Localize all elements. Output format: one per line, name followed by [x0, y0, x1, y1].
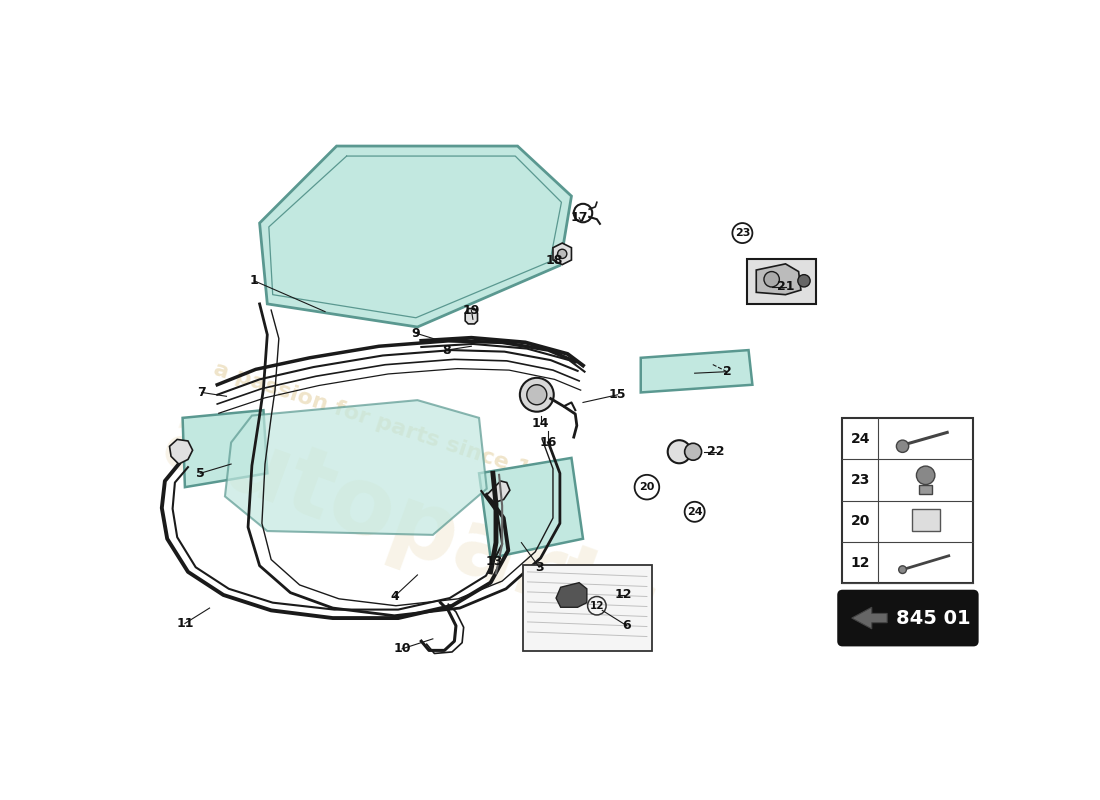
Text: 1: 1 — [250, 274, 258, 287]
Text: 12: 12 — [850, 556, 870, 570]
Circle shape — [684, 443, 702, 460]
Polygon shape — [169, 439, 192, 464]
Polygon shape — [260, 146, 572, 327]
Text: 845 01: 845 01 — [896, 609, 970, 627]
Text: 18: 18 — [546, 254, 563, 266]
Circle shape — [899, 566, 906, 574]
Text: 4: 4 — [390, 590, 398, 603]
Text: autoparts: autoparts — [150, 395, 670, 659]
Text: 23: 23 — [850, 473, 870, 487]
Polygon shape — [224, 400, 486, 535]
Text: 16: 16 — [540, 436, 557, 449]
Polygon shape — [640, 350, 752, 393]
Circle shape — [798, 274, 810, 287]
Text: 5: 5 — [196, 467, 205, 480]
Text: 9: 9 — [411, 326, 420, 340]
Polygon shape — [757, 264, 801, 294]
Text: 22: 22 — [707, 446, 725, 458]
Text: 6: 6 — [623, 619, 631, 632]
Polygon shape — [556, 582, 587, 607]
Polygon shape — [183, 410, 267, 487]
FancyBboxPatch shape — [920, 485, 932, 494]
Text: 24: 24 — [686, 507, 703, 517]
Polygon shape — [480, 458, 583, 558]
Circle shape — [763, 271, 779, 287]
Text: 8: 8 — [442, 344, 451, 357]
Text: 12: 12 — [590, 601, 604, 610]
Text: 24: 24 — [850, 431, 870, 446]
Circle shape — [558, 250, 566, 258]
FancyBboxPatch shape — [838, 591, 977, 645]
Text: 12: 12 — [615, 589, 632, 602]
Text: 20: 20 — [639, 482, 654, 492]
FancyBboxPatch shape — [843, 418, 974, 583]
Polygon shape — [747, 259, 816, 304]
Circle shape — [896, 440, 909, 453]
Text: a passion for parts since 1983: a passion for parts since 1983 — [211, 359, 578, 495]
Circle shape — [668, 440, 691, 463]
FancyBboxPatch shape — [522, 565, 651, 651]
Polygon shape — [553, 243, 572, 265]
Text: 3: 3 — [535, 561, 543, 574]
Text: 21: 21 — [777, 281, 794, 294]
Text: 13: 13 — [486, 554, 503, 567]
Circle shape — [520, 378, 553, 412]
Circle shape — [527, 385, 547, 405]
Text: 20: 20 — [850, 514, 870, 528]
Text: 19: 19 — [463, 303, 480, 317]
Circle shape — [916, 466, 935, 485]
Text: 17: 17 — [571, 211, 587, 224]
FancyBboxPatch shape — [912, 509, 939, 530]
Text: 11: 11 — [176, 617, 194, 630]
Text: 23: 23 — [735, 228, 750, 238]
Text: 2: 2 — [723, 365, 732, 378]
Text: 7: 7 — [198, 386, 206, 399]
Text: 14: 14 — [532, 417, 549, 430]
Polygon shape — [486, 481, 510, 502]
Polygon shape — [851, 607, 887, 629]
Text: 15: 15 — [609, 388, 626, 402]
Text: 10: 10 — [394, 642, 410, 655]
Polygon shape — [465, 309, 477, 324]
